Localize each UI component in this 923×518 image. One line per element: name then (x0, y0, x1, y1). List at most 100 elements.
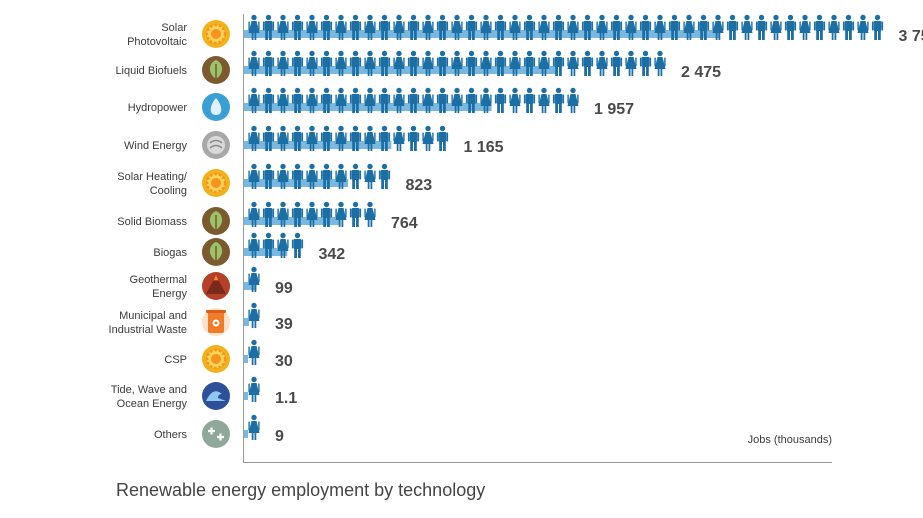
person-0-14 (451, 14, 463, 40)
person-0-36 (770, 14, 782, 40)
category-label-5: Solid Biomass (117, 216, 187, 228)
person-0-32 (712, 14, 724, 40)
person-3-8 (364, 125, 376, 151)
person-0-27 (639, 14, 652, 40)
person-2-6 (335, 87, 347, 113)
leaf-icon (202, 238, 230, 266)
plus-icon (202, 420, 230, 448)
value-label-0: 3 755 (899, 28, 923, 45)
value-label-4: 823 (406, 177, 433, 194)
person-2-16 (480, 87, 492, 113)
person-4-9 (378, 163, 391, 189)
category-label-4: Solar Heating/Cooling (117, 171, 188, 197)
person-6-1 (262, 232, 275, 258)
category-label-3: Wind Energy (124, 140, 187, 152)
person-0-10 (393, 14, 405, 40)
person-2-22 (567, 87, 579, 113)
sun-icon (202, 20, 230, 48)
person-5-2 (277, 201, 289, 227)
value-label-11: 9 (275, 428, 284, 445)
person-4-1 (262, 163, 275, 189)
person-1-3 (291, 50, 304, 76)
person-2-1 (262, 87, 275, 113)
person-1-9 (378, 50, 391, 76)
person-4-4 (306, 163, 318, 189)
person-4-0 (248, 163, 260, 189)
person-3-11 (407, 125, 420, 151)
bar-0 (244, 30, 719, 38)
person-0-39 (813, 14, 826, 40)
person-5-6 (335, 201, 347, 227)
person-0-34 (741, 14, 753, 40)
value-label-3: 1 165 (464, 139, 504, 156)
person-1-1 (262, 50, 275, 76)
category-label-line: Liquid Biofuels (115, 65, 187, 77)
person-0-22 (567, 14, 579, 40)
person-2-9 (378, 87, 391, 113)
category-label-10: Tide, Wave and Ocean Energy (111, 384, 188, 410)
category-label-line: Biogas (153, 247, 187, 259)
value-label-7: 99 (275, 280, 293, 297)
person-1-23 (581, 50, 594, 76)
person-0-17 (494, 14, 507, 40)
person-0-5 (320, 14, 333, 40)
person-3-7 (349, 125, 362, 151)
person-0-19 (523, 14, 536, 40)
person-0-23 (581, 14, 594, 40)
person-10-0 (248, 376, 260, 402)
person-2-0 (248, 87, 260, 113)
value-label-8: 39 (275, 316, 293, 333)
person-0-20 (538, 14, 550, 40)
person-3-5 (320, 125, 333, 151)
person-4-6 (335, 163, 347, 189)
person-1-26 (625, 50, 637, 76)
person-2-2 (277, 87, 289, 113)
person-2-18 (509, 87, 521, 113)
person-0-11 (407, 14, 420, 40)
value-label-10: 1.1 (275, 390, 297, 407)
person-1-7 (349, 50, 362, 76)
person-3-13 (436, 125, 449, 151)
person-1-15 (465, 50, 478, 76)
person-4-7 (349, 163, 362, 189)
bar-8 (244, 318, 249, 326)
person-1-21 (552, 50, 565, 76)
bar-3 (244, 141, 392, 149)
person-5-0 (248, 201, 260, 227)
person-2-19 (523, 87, 536, 113)
person-1-12 (422, 50, 434, 76)
waste-bin-icon (202, 308, 230, 336)
person-1-16 (480, 50, 492, 76)
bar-10 (244, 392, 248, 400)
category-label-line: Wind Energy (124, 140, 187, 152)
person-0-4 (306, 14, 318, 40)
wave-icon (202, 382, 230, 410)
bar-5 (244, 217, 341, 225)
person-1-4 (306, 50, 318, 76)
person-2-3 (291, 87, 304, 113)
chart-title: Renewable energy employment by technolog… (116, 480, 486, 500)
person-4-2 (277, 163, 289, 189)
value-label-5: 764 (391, 215, 418, 232)
person-0-35 (755, 14, 768, 40)
category-label-line: Solar (161, 22, 187, 34)
bar-11 (244, 430, 248, 438)
person-0-18 (509, 14, 521, 40)
person-0-41 (842, 14, 855, 40)
person-1-6 (335, 50, 347, 76)
person-2-11 (407, 87, 420, 113)
person-1-28 (654, 50, 666, 76)
person-0-9 (378, 14, 391, 40)
bar-7 (244, 282, 257, 290)
person-3-4 (306, 125, 318, 151)
sun-icon (202, 345, 230, 373)
category-label-line: CSP (164, 354, 187, 366)
category-label-1: Liquid Biofuels (115, 65, 187, 77)
person-0-7 (349, 14, 362, 40)
category-label-line: Energy (152, 288, 187, 300)
person-1-19 (523, 50, 536, 76)
person-5-1 (262, 201, 275, 227)
person-2-5 (320, 87, 333, 113)
person-3-10 (393, 125, 405, 151)
category-labels-layer: Solar Photovoltaic Liquid Biofuels Hydropow… (109, 22, 188, 441)
